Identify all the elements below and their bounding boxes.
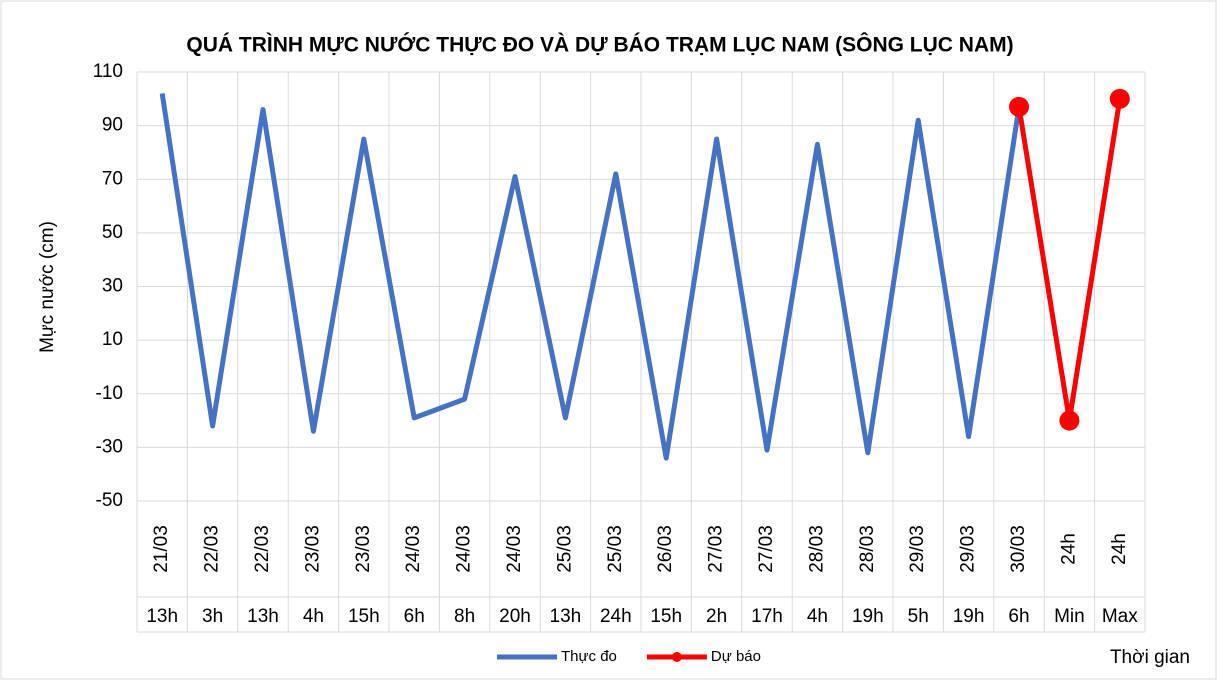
x-tick-label: 13h — [247, 606, 279, 627]
y-tick-label: 110 — [93, 61, 123, 82]
y-tick-label: -30 — [96, 436, 123, 457]
x-tick-label: 27/03 — [706, 525, 727, 573]
x-tick-label: 15h — [348, 606, 380, 627]
y-tick-label: 50 — [102, 222, 123, 243]
chart-title: QUÁ TRÌNH MỰC NƯỚC THỰC ĐO VÀ DỰ BÁO TRẠ… — [186, 33, 1013, 57]
x-tick-label: 17h — [751, 606, 783, 627]
legend-label: Thực đo — [561, 648, 617, 665]
x-tick-label: 2h — [706, 606, 727, 627]
x-tick-label: 4h — [807, 606, 828, 627]
x-tick-label: 25/03 — [554, 525, 575, 573]
y-axis-title: Mực nước (cm) — [37, 221, 58, 353]
x-tick-label: 6h — [1008, 606, 1029, 627]
legend-marker — [671, 652, 682, 662]
x-tick-label: 30/03 — [1008, 525, 1029, 573]
x-tick-label: 13h — [550, 606, 582, 627]
x-tick-label: 29/03 — [907, 525, 928, 573]
series-marker — [1109, 88, 1130, 109]
x-tick-label: 6h — [404, 606, 425, 627]
x-tick-label: 22/03 — [252, 525, 273, 573]
series-marker — [1059, 410, 1080, 431]
y-tick-label: 30 — [102, 276, 123, 297]
x-tick-label: 15h — [650, 606, 682, 627]
legend-label: Dự báo — [711, 648, 761, 665]
x-tick-label: 21/03 — [151, 525, 172, 573]
x-tick-label: 23/03 — [353, 525, 374, 573]
x-tick-label: 25/03 — [605, 525, 626, 573]
x-tick-label: 24h — [1058, 533, 1079, 565]
x-tick-label: 24/03 — [403, 525, 424, 573]
x-tick-label: 23/03 — [302, 525, 323, 573]
x-tick-label: 29/03 — [958, 525, 979, 573]
y-tick-label: 10 — [102, 329, 123, 350]
series-marker — [1009, 96, 1029, 117]
x-tick-label: 24/03 — [454, 525, 475, 573]
y-tick-label: 90 — [102, 115, 123, 136]
x-axis-title: Thời gian — [1110, 647, 1190, 668]
x-tick-label: 28/03 — [806, 525, 827, 573]
x-tick-label: 20h — [499, 606, 531, 627]
x-tick-label: 27/03 — [756, 525, 777, 573]
x-tick-label: 5h — [908, 606, 929, 627]
x-tick-label: 26/03 — [655, 525, 676, 573]
y-tick-label: 70 — [102, 168, 123, 189]
x-tick-label: Min — [1054, 606, 1085, 627]
y-tick-label: -50 — [96, 490, 123, 511]
x-tick-label: 24h — [1109, 533, 1130, 565]
y-tick-label: -10 — [96, 383, 123, 404]
series-line — [159, 93, 1022, 461]
x-tick-label: 24/03 — [504, 525, 525, 573]
x-tick-label: Max — [1102, 606, 1138, 627]
x-tick-label: 24h — [600, 606, 632, 627]
x-tick-label: 28/03 — [857, 525, 878, 573]
x-tick-label: 3h — [202, 606, 223, 627]
x-tick-label: 19h — [852, 606, 884, 627]
x-tick-label: 13h — [146, 606, 178, 627]
x-tick-label: 8h — [454, 606, 475, 627]
x-tick-label: 22/03 — [202, 525, 223, 573]
x-tick-label: 4h — [303, 606, 324, 627]
x-tick-label: 19h — [953, 606, 985, 627]
